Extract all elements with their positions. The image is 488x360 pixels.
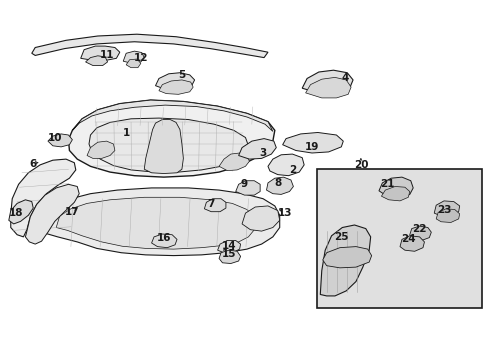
Polygon shape <box>267 154 304 176</box>
Text: 20: 20 <box>353 160 367 170</box>
Text: 5: 5 <box>178 70 185 80</box>
Text: 21: 21 <box>379 179 394 189</box>
Polygon shape <box>378 177 412 198</box>
Polygon shape <box>282 132 343 153</box>
Polygon shape <box>32 34 267 58</box>
Text: 13: 13 <box>277 208 291 218</box>
Polygon shape <box>87 141 115 158</box>
Polygon shape <box>11 159 76 237</box>
Polygon shape <box>399 236 424 251</box>
Polygon shape <box>219 153 249 171</box>
Polygon shape <box>305 77 350 98</box>
Text: 19: 19 <box>304 142 319 152</box>
Polygon shape <box>81 46 120 60</box>
Polygon shape <box>235 181 260 195</box>
Text: 23: 23 <box>436 204 450 215</box>
Text: 9: 9 <box>241 179 247 189</box>
Text: 10: 10 <box>47 132 62 143</box>
Text: 15: 15 <box>221 249 236 259</box>
Text: 11: 11 <box>99 50 114 60</box>
Text: 16: 16 <box>156 233 171 243</box>
Polygon shape <box>126 59 141 68</box>
Polygon shape <box>144 120 183 174</box>
Polygon shape <box>219 250 240 264</box>
Text: 24: 24 <box>400 234 415 244</box>
Polygon shape <box>151 234 177 248</box>
Polygon shape <box>56 197 255 249</box>
Text: 18: 18 <box>8 208 23 218</box>
Polygon shape <box>89 118 248 172</box>
Text: 7: 7 <box>207 199 215 210</box>
Text: 12: 12 <box>133 53 148 63</box>
Polygon shape <box>238 139 276 159</box>
Polygon shape <box>123 51 144 63</box>
Text: 17: 17 <box>65 207 80 217</box>
Polygon shape <box>302 70 352 94</box>
Polygon shape <box>242 206 279 231</box>
Text: 14: 14 <box>221 240 236 251</box>
Text: 22: 22 <box>411 224 426 234</box>
Polygon shape <box>409 226 430 240</box>
Polygon shape <box>25 184 79 244</box>
Text: 2: 2 <box>288 165 295 175</box>
Polygon shape <box>41 188 279 256</box>
Text: 8: 8 <box>274 178 281 188</box>
Text: 4: 4 <box>340 73 348 84</box>
Polygon shape <box>9 200 33 224</box>
Polygon shape <box>72 100 272 131</box>
Polygon shape <box>322 247 371 268</box>
Polygon shape <box>48 134 72 147</box>
Polygon shape <box>435 209 459 222</box>
Polygon shape <box>155 73 194 90</box>
Polygon shape <box>85 56 107 66</box>
Polygon shape <box>68 100 274 177</box>
Text: 6: 6 <box>30 159 37 169</box>
Text: 25: 25 <box>333 232 348 242</box>
Polygon shape <box>204 199 225 212</box>
Polygon shape <box>159 80 193 94</box>
Polygon shape <box>217 240 240 253</box>
FancyBboxPatch shape <box>316 169 481 308</box>
Text: 3: 3 <box>259 148 266 158</box>
Text: 1: 1 <box>122 128 129 138</box>
Polygon shape <box>433 201 459 216</box>
Polygon shape <box>266 177 293 194</box>
Polygon shape <box>381 186 409 201</box>
Polygon shape <box>320 225 370 296</box>
